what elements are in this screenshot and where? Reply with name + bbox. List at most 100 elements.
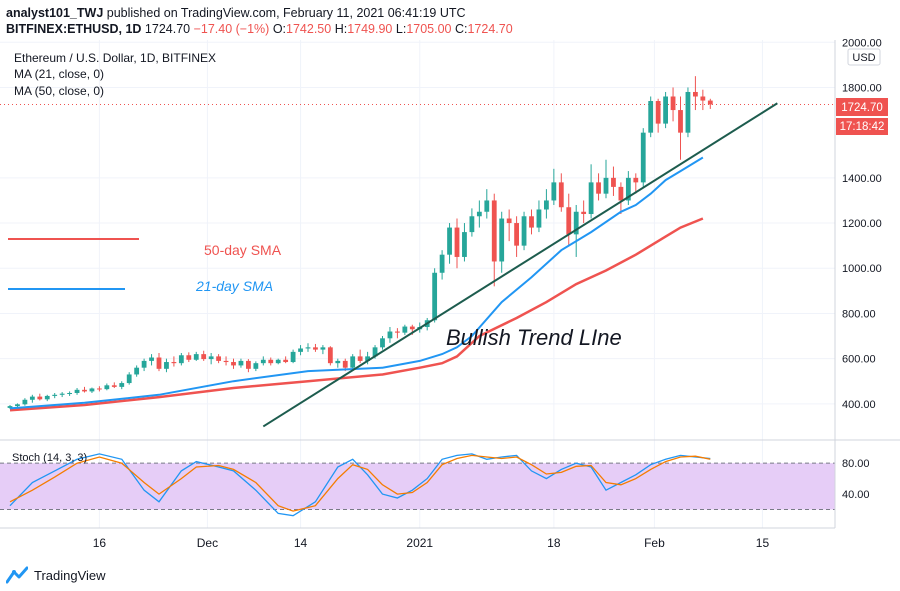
candle-body: [387, 331, 393, 339]
candle-body: [685, 91, 691, 133]
candle-body: [439, 254, 445, 273]
candle-body: [305, 347, 311, 349]
author-name: analyst101_TWJ: [6, 6, 104, 20]
candle-body: [633, 177, 639, 183]
stoch-k-line: [9, 453, 711, 517]
candle-body: [700, 96, 706, 101]
price-change: −17.40 (−1%): [193, 22, 270, 36]
high-label: H:: [334, 22, 348, 36]
candle-body: [469, 216, 475, 233]
price-tick: 1200.00: [842, 218, 882, 230]
candle-body: [149, 357, 154, 361]
candle-body: [678, 110, 683, 133]
symbol-label: BITFINEX:ETHUSD, 1D: [6, 22, 142, 36]
trend-line: [262, 102, 778, 428]
candle-body: [298, 348, 303, 352]
candle-body: [581, 211, 587, 215]
stoch-axis[interactable]: 80.00 40.00: [842, 458, 870, 501]
candle-body: [201, 354, 207, 360]
candle-body: [134, 367, 140, 375]
low-value: 1705.00: [406, 22, 452, 36]
candle-body: [476, 211, 482, 217]
price-tick: 1000.00: [842, 263, 882, 275]
candle-body: [208, 356, 214, 360]
time-axis[interactable]: 16 Dec 14 2021 18 Feb 15: [93, 536, 770, 550]
candle-body: [588, 182, 594, 215]
legend-title: Ethereum / U.S. Dollar, 1D, BITFINEX: [14, 51, 216, 65]
close-value: 1724.70: [467, 22, 513, 36]
candle-body: [640, 132, 646, 183]
stoch-tick: 40.00: [842, 489, 870, 501]
candle-body: [506, 218, 512, 224]
candle-body: [372, 347, 378, 357]
price-axis[interactable]: 2000.00 1800.00 1400.00 1200.00 1000.00 800.0…: [842, 37, 882, 411]
candle-body: [22, 399, 28, 405]
candle-body: [119, 383, 125, 387]
tradingview-footer[interactable]: TradingView: [6, 564, 106, 586]
candle-body: [29, 396, 35, 400]
sma21-annotation: 21-day SMA: [195, 278, 273, 294]
candle-body: [193, 354, 199, 360]
candle-body: [491, 200, 497, 262]
time-tick: 18: [547, 536, 561, 550]
candle-body: [693, 91, 698, 97]
candle-body: [625, 177, 631, 201]
candle-body: [59, 393, 65, 395]
candle-body: [402, 326, 408, 333]
currency-badge: USD: [852, 52, 875, 64]
candle-body: [648, 101, 654, 133]
time-tick: 2021: [406, 536, 433, 550]
tradingview-brand: TradingView: [34, 567, 106, 583]
candle-body: [246, 360, 251, 369]
candle-body: [432, 272, 438, 321]
candle-body: [447, 227, 452, 255]
candle-body: [409, 326, 415, 330]
price-tick: 600.00: [842, 354, 876, 366]
stoch-tick: 80.00: [842, 458, 870, 470]
candle-body: [126, 374, 132, 384]
candle-body: [499, 218, 505, 262]
price-badge: [836, 98, 888, 116]
candle-body: [171, 362, 177, 364]
price-tick: 400.00: [842, 399, 876, 411]
candle-body: [186, 355, 192, 360]
candle-body: [521, 216, 527, 246]
candle-body: [260, 359, 266, 364]
candle-body: [15, 404, 20, 407]
candle-body: [89, 388, 95, 392]
countdown-badge: [836, 118, 888, 135]
high-value: 1749.90: [347, 22, 393, 36]
candle-body: [462, 232, 467, 257]
candle-body: [350, 356, 356, 368]
candle-body: [357, 356, 363, 361]
candle-body: [290, 351, 296, 363]
candle-body: [395, 331, 400, 333]
price-tick: 800.00: [842, 308, 876, 320]
candle-body: [327, 347, 333, 364]
candle-body: [655, 101, 661, 124]
candle-body: [216, 356, 221, 361]
close-label: C:: [454, 22, 468, 36]
sma50-annotation: 50-day SMA: [204, 242, 282, 258]
candle-body: [156, 357, 162, 369]
candle-body: [551, 182, 557, 201]
ohlc-header: BITFINEX:ETHUSD, 1D 1724.70 −17.40 (−1%)…: [6, 22, 513, 36]
stoch-d-line: [9, 454, 711, 512]
publish-info: analyst101_TWJ published on TradingView.…: [6, 6, 466, 20]
time-tick: 14: [294, 536, 308, 550]
candles: [7, 76, 713, 409]
candle-body: [573, 211, 579, 235]
legend-ma21: MA (21, close, 0): [14, 67, 104, 81]
price-tick: 1800.00: [842, 82, 882, 94]
candle-body: [484, 200, 490, 212]
candle-body: [37, 396, 43, 400]
time-tick: 15: [756, 536, 770, 550]
countdown-text: 17:18:42: [840, 121, 885, 133]
candle-body: [454, 227, 460, 257]
candle-body: [313, 347, 318, 350]
candle-body: [611, 177, 616, 187]
candle-body: [238, 360, 244, 366]
candle-body: [7, 406, 13, 408]
currency-badge-box[interactable]: [847, 48, 881, 66]
